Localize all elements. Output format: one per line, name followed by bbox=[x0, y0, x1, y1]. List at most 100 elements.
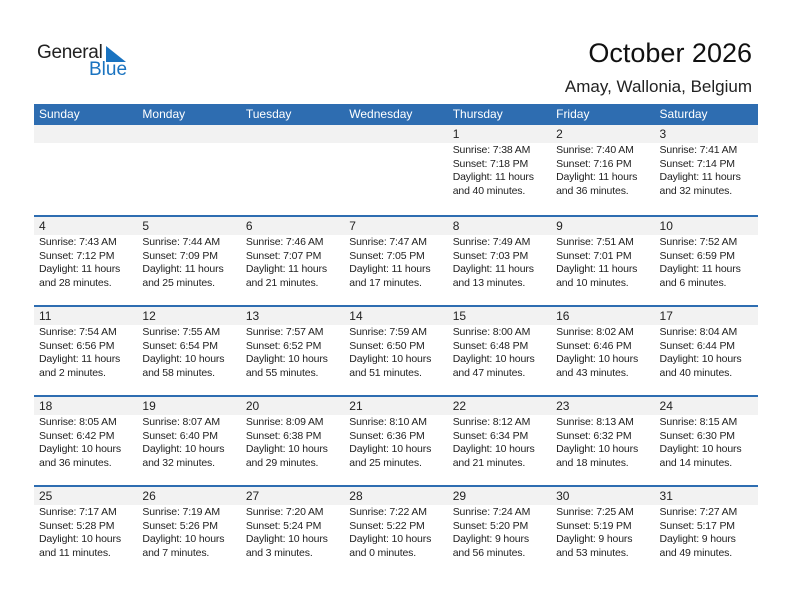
day-number: 7 bbox=[344, 217, 448, 235]
day-number: 27 bbox=[240, 487, 345, 505]
daylight-text: and 6 minutes. bbox=[659, 276, 727, 289]
week-row: 18 Sunrise: 8:05 AM Sunset: 6:42 PM Dayligh… bbox=[34, 395, 758, 485]
sunrise-text: Sunrise: 7:38 AM bbox=[452, 144, 531, 156]
day-info: Sunrise: 7:52 AM Sunset: 6:59 PM Daylight:… bbox=[655, 235, 758, 290]
day-cell: 6 Sunrise: 7:46 AM Sunset: 7:07 PM Daylight… bbox=[240, 217, 345, 305]
daylight-text: and 40 minutes. bbox=[659, 366, 733, 379]
sunset-text: Sunset: 6:38 PM bbox=[245, 429, 322, 442]
day-number: 24 bbox=[654, 397, 758, 415]
week-row: 4 Sunrise: 7:43 AM Sunset: 7:12 PM Daylight… bbox=[34, 215, 758, 305]
sunrise-text: Sunrise: 7:49 AM bbox=[452, 236, 531, 248]
day-info: Sunrise: 7:54 AM Sunset: 6:56 PM Daylight:… bbox=[34, 325, 137, 380]
daylight-text: and 17 minutes. bbox=[349, 276, 422, 289]
weekday-thursday: Thursday bbox=[452, 107, 503, 121]
daylight-text: Daylight: 10 hours bbox=[39, 533, 121, 545]
day-info: Sunrise: 7:27 AM Sunset: 5:17 PM Daylight:… bbox=[655, 505, 758, 560]
day-cell bbox=[137, 125, 241, 215]
daylight-text: and 7 minutes. bbox=[142, 546, 210, 559]
day-number: 13 bbox=[240, 307, 345, 325]
sunrise-text: Sunrise: 7:27 AM bbox=[659, 506, 738, 518]
day-info: Sunrise: 8:12 AM Sunset: 6:34 PM Daylight:… bbox=[448, 415, 551, 470]
day-info: Sunrise: 7:24 AM Sunset: 5:20 PM Daylight:… bbox=[448, 505, 551, 560]
day-info: Sunrise: 7:46 AM Sunset: 7:07 PM Daylight:… bbox=[241, 235, 344, 290]
sunrise-text: Sunrise: 7:17 AM bbox=[39, 506, 117, 518]
logo-triangle-icon bbox=[106, 46, 126, 62]
weekday-wednesday: Wednesday bbox=[349, 107, 413, 121]
day-cell: 1 Sunrise: 7:38 AM Sunset: 7:18 PM Daylight… bbox=[447, 125, 552, 215]
daylight-text: Daylight: 10 hours bbox=[245, 533, 328, 545]
daylight-text: and 43 minutes. bbox=[556, 366, 629, 379]
day-number: 29 bbox=[447, 487, 552, 505]
sunset-text: Sunset: 6:42 PM bbox=[39, 429, 115, 442]
day-cell: 15 Sunrise: 8:00 AM Sunset: 6:48 PM Dayligh… bbox=[447, 307, 552, 395]
sunset-text: Sunset: 7:09 PM bbox=[142, 249, 218, 262]
sunrise-text: Sunrise: 8:07 AM bbox=[142, 416, 220, 428]
daylight-text: and 56 minutes. bbox=[452, 546, 526, 559]
daylight-text: and 10 minutes. bbox=[556, 276, 629, 289]
sunset-text: Sunset: 7:18 PM bbox=[452, 157, 529, 170]
daylight-text: Daylight: 11 hours bbox=[349, 263, 431, 275]
daylight-text: Daylight: 9 hours bbox=[452, 533, 529, 545]
day-number: 3 bbox=[654, 125, 758, 143]
daylight-text: and 53 minutes. bbox=[556, 546, 629, 559]
day-info: Sunrise: 7:51 AM Sunset: 7:01 PM Daylight:… bbox=[551, 235, 654, 290]
sunrise-text: Sunrise: 7:24 AM bbox=[452, 506, 531, 518]
daylight-text: Daylight: 10 hours bbox=[142, 533, 225, 545]
daylight-text: Daylight: 10 hours bbox=[452, 353, 535, 365]
day-cell bbox=[344, 125, 448, 215]
day-number: 19 bbox=[137, 397, 241, 415]
daylight-text: Daylight: 10 hours bbox=[556, 353, 639, 365]
daylight-text: Daylight: 11 hours bbox=[452, 263, 534, 275]
daylight-text: Daylight: 11 hours bbox=[452, 171, 534, 183]
daylight-text: Daylight: 10 hours bbox=[245, 443, 328, 455]
sunset-text: Sunset: 6:46 PM bbox=[556, 339, 632, 352]
day-number: 23 bbox=[551, 397, 655, 415]
day-cell: 22 Sunrise: 8:12 AM Sunset: 6:34 PM Dayligh… bbox=[447, 397, 552, 485]
day-info: Sunrise: 8:05 AM Sunset: 6:42 PM Daylight:… bbox=[34, 415, 137, 470]
logo-general: General bbox=[37, 42, 103, 63]
week-row: 1 Sunrise: 7:38 AM Sunset: 7:18 PM Daylight… bbox=[34, 125, 758, 215]
daylight-text: Daylight: 10 hours bbox=[349, 353, 432, 365]
day-info: Sunrise: 7:19 AM Sunset: 5:26 PM Daylight:… bbox=[137, 505, 240, 560]
day-number: 31 bbox=[654, 487, 758, 505]
day-number bbox=[344, 125, 448, 143]
day-info: Sunrise: 7:38 AM Sunset: 7:18 PM Daylight:… bbox=[448, 143, 551, 198]
day-cell: 13 Sunrise: 7:57 AM Sunset: 6:52 PM Dayligh… bbox=[240, 307, 345, 395]
day-number: 1 bbox=[447, 125, 552, 143]
day-cell: 21 Sunrise: 8:10 AM Sunset: 6:36 PM Dayligh… bbox=[344, 397, 448, 485]
daylight-text: Daylight: 9 hours bbox=[659, 533, 736, 545]
day-number: 9 bbox=[551, 217, 655, 235]
daylight-text: and 18 minutes. bbox=[556, 456, 629, 469]
day-number: 14 bbox=[344, 307, 448, 325]
sunrise-text: Sunrise: 7:57 AM bbox=[245, 326, 324, 338]
sunset-text: Sunset: 6:52 PM bbox=[245, 339, 322, 352]
day-info: Sunrise: 7:25 AM Sunset: 5:19 PM Daylight:… bbox=[551, 505, 654, 560]
day-cell: 7 Sunrise: 7:47 AM Sunset: 7:05 PM Daylight… bbox=[344, 217, 448, 305]
sunrise-text: Sunrise: 7:55 AM bbox=[142, 326, 220, 338]
sunrise-text: Sunrise: 8:02 AM bbox=[556, 326, 634, 338]
day-info: Sunrise: 7:49 AM Sunset: 7:03 PM Daylight:… bbox=[448, 235, 551, 290]
day-number: 11 bbox=[34, 307, 138, 325]
day-number: 12 bbox=[137, 307, 241, 325]
day-cell: 2 Sunrise: 7:40 AM Sunset: 7:16 PM Daylight… bbox=[551, 125, 655, 215]
sunset-text: Sunset: 5:22 PM bbox=[349, 519, 425, 532]
day-cell: 25 Sunrise: 7:17 AM Sunset: 5:28 PM Dayligh… bbox=[34, 487, 138, 575]
sunset-text: Sunset: 6:48 PM bbox=[452, 339, 529, 352]
day-info: Sunrise: 8:00 AM Sunset: 6:48 PM Daylight:… bbox=[448, 325, 551, 380]
daylight-text: and 13 minutes. bbox=[452, 276, 526, 289]
day-cell: 9 Sunrise: 7:51 AM Sunset: 7:01 PM Daylight… bbox=[551, 217, 655, 305]
sunrise-text: Sunrise: 8:04 AM bbox=[659, 326, 738, 338]
sunset-text: Sunset: 6:50 PM bbox=[349, 339, 425, 352]
sunset-text: Sunset: 6:36 PM bbox=[349, 429, 425, 442]
logo: General Blue bbox=[37, 42, 127, 80]
day-number: 6 bbox=[240, 217, 345, 235]
sunrise-text: Sunrise: 7:59 AM bbox=[349, 326, 427, 338]
day-cell: 20 Sunrise: 8:09 AM Sunset: 6:38 PM Dayligh… bbox=[240, 397, 345, 485]
sunrise-text: Sunrise: 8:15 AM bbox=[659, 416, 738, 428]
daylight-text: and 21 minutes. bbox=[452, 456, 526, 469]
sunset-text: Sunset: 6:54 PM bbox=[142, 339, 218, 352]
daylight-text: Daylight: 10 hours bbox=[659, 443, 742, 455]
day-cell: 3 Sunrise: 7:41 AM Sunset: 7:14 PM Daylight… bbox=[654, 125, 758, 215]
daylight-text: and 28 minutes. bbox=[39, 276, 112, 289]
day-number bbox=[137, 125, 241, 143]
